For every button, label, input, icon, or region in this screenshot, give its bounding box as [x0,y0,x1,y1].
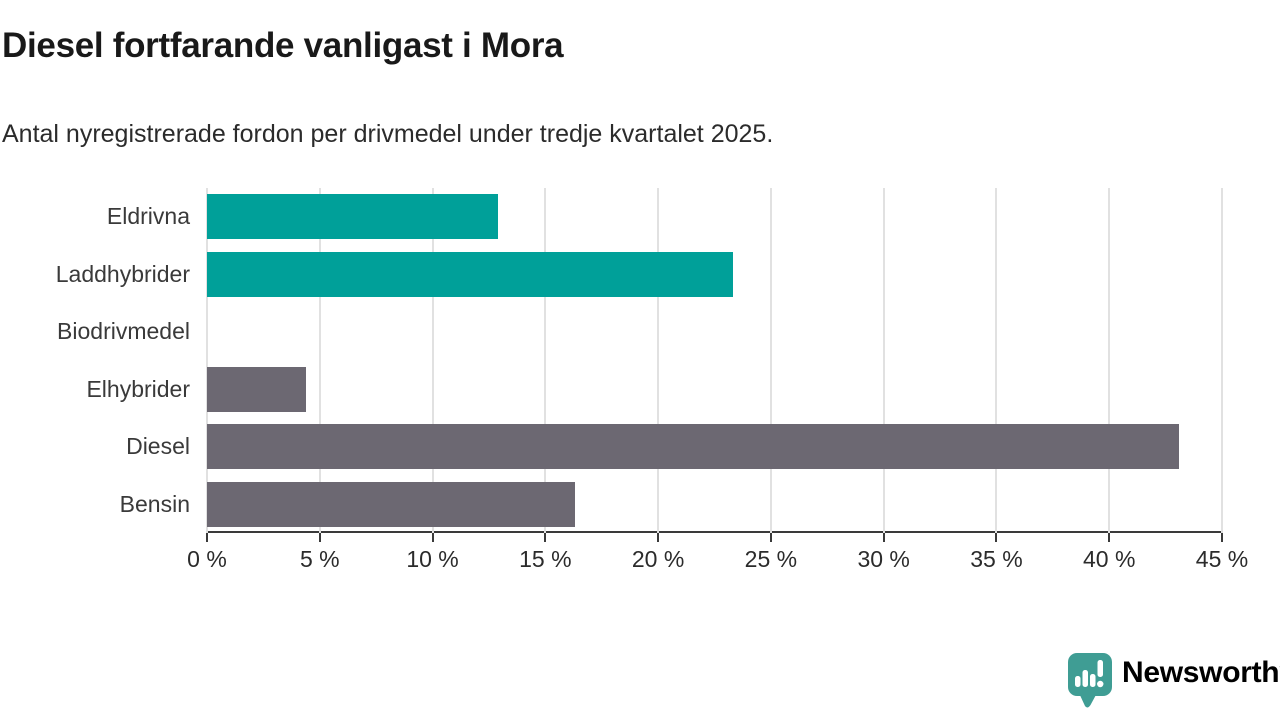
x-tick-mark-10 [431,533,434,542]
x-tick-label-10: 10 % [406,546,459,572]
gridline-5 [318,188,321,533]
gridline-15 [544,188,547,533]
x-tick-label-20: 20 % [631,546,685,572]
newsworthy-logo: Newsworthy [1066,651,1280,709]
gridline-10 [431,188,434,533]
x-tick-label-45: 45 % [1195,546,1249,572]
y-axis-labels: Eldrivna Laddhybrider Biodrivmedel Elhybrid… [0,188,190,533]
x-tick-label-25: 25 % [744,546,798,572]
newsworthy-logo-text: Newsworthy [1122,656,1280,689]
x-tick-mark-20 [657,533,660,542]
gridline-30 [882,188,885,533]
gridline-25 [769,188,772,533]
newsworthy-logo-icon [1068,653,1112,708]
category-label-diesel: Diesel [126,433,190,459]
bar-elhybrider [207,366,307,412]
x-axis-line [206,531,1223,533]
bar-bensin [207,481,575,527]
x-tick-mark-5 [318,533,321,542]
x-tick-mark-40 [1108,533,1111,542]
gridline-45 [1221,188,1223,533]
x-tick-mark-25 [769,533,772,542]
x-tick-label-40: 40 % [1083,546,1136,572]
x-tick-mark-30 [882,533,885,542]
gridline-20 [657,188,660,533]
category-label-elhybrider: Elhybrider [86,375,190,402]
x-tick-mark-35 [995,533,998,542]
bar-laddhybrider [207,251,733,297]
x-tick-label-30: 30 % [857,546,910,572]
gridline-0 [206,188,208,533]
x-tick-label-35: 35 % [970,546,1023,572]
chart-subtitle: Antal nyregistrerade fordon per drivmede… [2,120,774,148]
bar-eldrivna [207,194,498,240]
chart-title: Diesel fortfarande vanligast i Mora [2,26,564,65]
category-label-eldrivna: Eldrivna [106,203,190,229]
category-label-biodrivmedel: Biodrivmedel [57,318,190,344]
x-tick-label-0: 0 % [187,546,227,572]
x-tick-label-5: 5 % [299,546,340,572]
bar-chart-plot-area: 0 % 5 % 10 % 15 % 20 % 25 % 30 % 35 % 40 % 45 % [187,188,1248,572]
x-tick-mark-45 [1221,533,1223,542]
x-tick-label-15: 15 % [519,546,572,572]
bar-diesel [207,424,1180,470]
x-tick-mark-0 [206,533,208,542]
x-tick-mark-15 [544,533,547,542]
gridline-35 [995,188,998,533]
category-label-laddhybrider: Laddhybrider [55,260,190,287]
gridline-40 [1108,188,1111,533]
category-label-bensin: Bensin [119,490,190,517]
